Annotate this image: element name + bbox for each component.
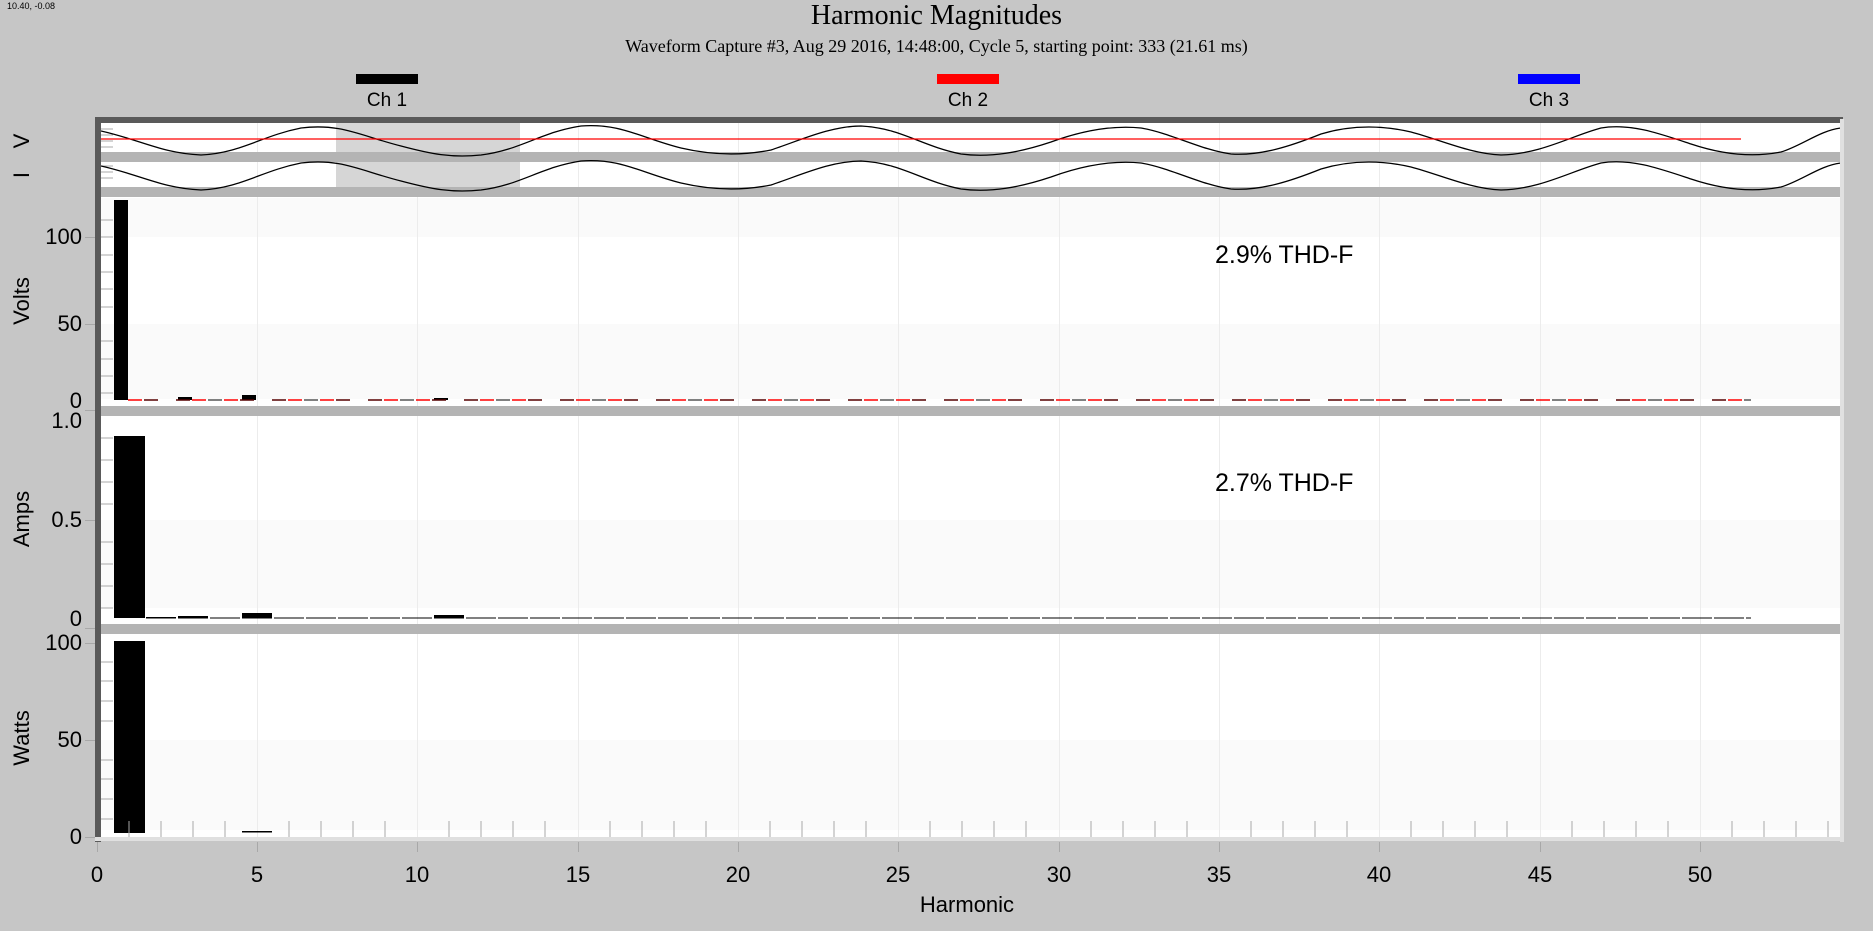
x-tick-mark — [578, 842, 579, 852]
gridline — [417, 123, 418, 837]
ch3-swatch — [1518, 74, 1580, 84]
amps-tick-05: 0.5 — [51, 507, 82, 532]
x-tick-45: 45 — [1527, 862, 1553, 887]
x-tick-25: 25 — [885, 862, 911, 887]
x-tick-mark — [1379, 842, 1380, 852]
x-tick-mark — [417, 842, 418, 852]
watts-tick-100: 100 — [45, 630, 82, 655]
x-axis-label: Harmonic — [919, 892, 1015, 917]
plot-area[interactable]: 2.9% THD-F 2.7% THD-F — [101, 123, 1840, 837]
legend-label: Ch 3 — [1528, 90, 1570, 111]
band — [101, 740, 1840, 830]
band — [101, 324, 1840, 399]
band — [101, 198, 1840, 237]
cursor-readout: 10.40, -0.08 — [7, 1, 56, 11]
ch2-swatch — [937, 74, 999, 84]
chart-title: Harmonic Magnitudes — [810, 0, 1063, 31]
gridline — [578, 123, 579, 837]
legend-ch2[interactable]: Ch 2 — [908, 74, 1028, 112]
chart-subtitle: Waveform Capture #3, Aug 29 2016, 14:48:… — [625, 36, 1248, 56]
amps-thd-annotation: 2.7% THD-F — [1215, 469, 1354, 497]
amps-tick-0: 0 — [69, 606, 82, 631]
legend-label: Ch 1 — [366, 90, 408, 111]
gridline — [257, 123, 258, 837]
legend-ch3[interactable]: Ch 3 — [1489, 74, 1609, 112]
x-tick-10: 10 — [404, 862, 430, 887]
x-tick-mark — [97, 842, 98, 852]
panel-separator — [101, 624, 1840, 634]
x-tick-mark — [257, 842, 258, 852]
x-tick-15: 15 — [565, 862, 591, 887]
x-tick-20: 20 — [725, 862, 751, 887]
x-tick-mark — [1540, 842, 1541, 852]
tick-mark — [85, 740, 97, 741]
volts-tick-0: 0 — [69, 388, 82, 413]
gridline — [1379, 123, 1380, 837]
waveform-i-label: I — [9, 171, 34, 179]
x-tick-mark — [898, 842, 899, 852]
plot-frame-bottom — [95, 837, 1844, 841]
amps-tick-1: 1.0 — [51, 408, 82, 433]
tick-mark — [85, 410, 97, 411]
plot-frame-top — [95, 117, 1843, 123]
x-tick-mark — [1700, 842, 1701, 852]
plot-frame-left — [95, 117, 101, 842]
plot-frame-right — [1840, 119, 1844, 842]
gridline — [1219, 123, 1220, 837]
x-tick-mark — [1219, 842, 1220, 852]
tick-mark — [85, 837, 97, 838]
volts-tick-100: 100 — [45, 224, 82, 249]
legend-label: Ch 2 — [947, 90, 989, 111]
x-tick-35: 35 — [1206, 862, 1232, 887]
watts-tick-0: 0 — [69, 824, 82, 849]
x-tick-mark — [738, 842, 739, 852]
x-tick-0: 0 — [90, 862, 104, 887]
waveform-v-label: V — [9, 133, 34, 149]
tick-mark — [85, 324, 97, 325]
gridline — [738, 123, 739, 837]
ch1-swatch — [356, 74, 418, 84]
plot-graphics — [101, 124, 1840, 837]
watts-tick-50: 50 — [57, 727, 82, 752]
panel-separator — [101, 406, 1840, 416]
tick-mark — [85, 628, 97, 629]
band — [101, 520, 1840, 608]
x-tick-50: 50 — [1687, 862, 1713, 887]
tick-mark — [85, 643, 97, 644]
tick-mark — [85, 237, 97, 238]
gridline — [1059, 123, 1060, 837]
waveform-separator — [101, 187, 1840, 197]
x-tick-40: 40 — [1366, 862, 1392, 887]
legend-ch1[interactable]: Ch 1 — [327, 74, 447, 112]
gridline — [898, 123, 899, 837]
volts-tick-50: 50 — [57, 311, 82, 336]
x-tick-5: 5 — [250, 862, 264, 887]
waveform-separator — [101, 152, 1840, 162]
x-tick-30: 30 — [1046, 862, 1072, 887]
x-tick-mark — [1059, 842, 1060, 852]
gridline — [1700, 123, 1701, 837]
gridline — [1540, 123, 1541, 837]
volts-thd-annotation: 2.9% THD-F — [1215, 241, 1354, 269]
tick-mark — [85, 520, 97, 521]
